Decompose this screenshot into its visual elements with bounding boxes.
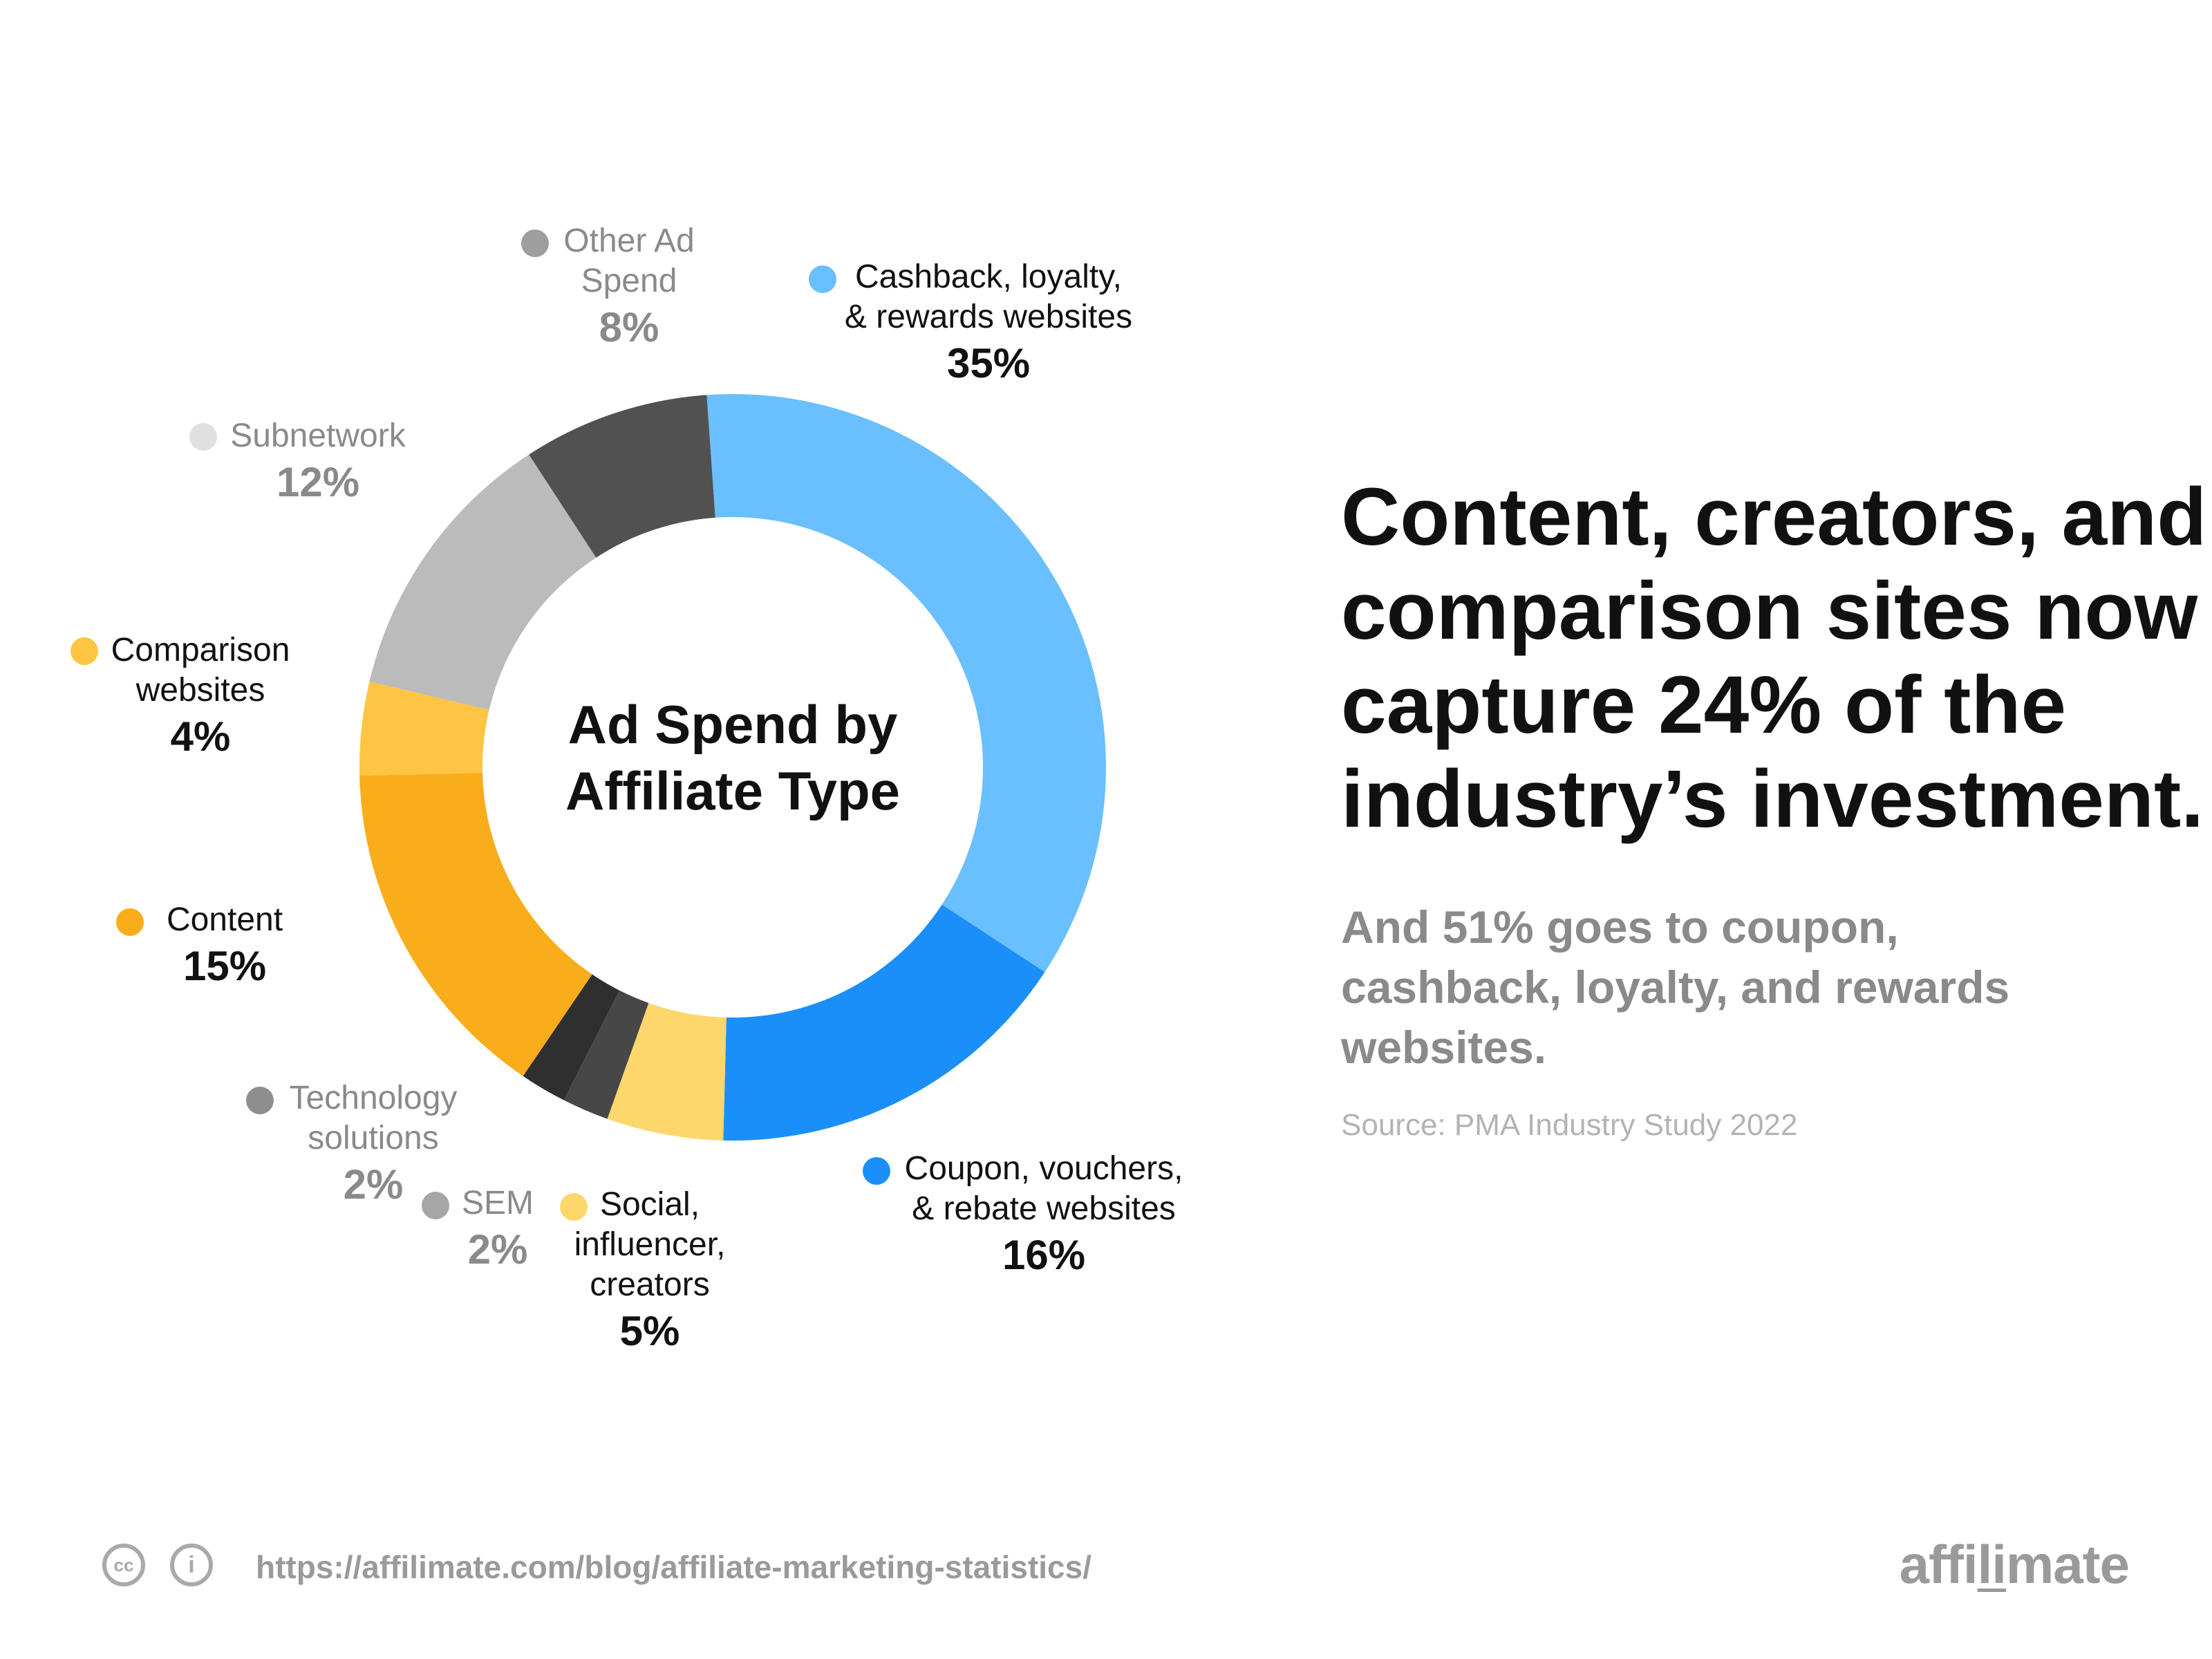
legend-cashback-name-line: Cashback, loyalty, (855, 259, 1122, 295)
attribution-icon: i (170, 1544, 213, 1586)
slice-comparison (359, 682, 489, 776)
legend-cashback-dot (809, 265, 836, 293)
legend-comparison: Comparison websites 4% (97, 630, 304, 763)
legend-coupon-value: 16% (1002, 1232, 1086, 1278)
subheadline-line-3: websites. (1341, 1022, 1547, 1073)
legend-technology-name-line: solutions (308, 1120, 439, 1156)
legend-subnetwork: Subnetwork 12% (214, 416, 422, 509)
legend-comparison-name-line: Comparison (111, 632, 290, 668)
subheadline: And 51% goes to coupon, cashback, loyalt… (1341, 897, 2171, 1078)
brand-part-1: affi (1899, 1534, 1978, 1595)
legend-technology-value: 2% (343, 1161, 404, 1208)
legend-comparison-dot (71, 637, 98, 665)
legend-social: Social, influencer, creators 5% (546, 1185, 753, 1358)
legend-other-name-line: Spend (581, 263, 677, 299)
legend-social-name-line: influencer, (574, 1226, 726, 1263)
legend-content-value: 15% (182, 943, 267, 989)
slice-social (607, 1002, 727, 1141)
cc-icon: cc (102, 1544, 145, 1586)
source-note: Source: PMA Industry Study 2022 (1341, 1108, 1798, 1142)
subheadline-line-2: cashback, loyalty, and rewards (1341, 962, 2010, 1013)
legend-technology: Technology solutions 2% (249, 1078, 498, 1211)
headline-line-3: capture 24% of the (1341, 659, 2067, 751)
legend-sem: SEM 2% (429, 1183, 567, 1276)
legend-social-name-line: creators (590, 1266, 710, 1303)
headline-line-2: comparison sites now (1341, 565, 2198, 657)
legend-subnetwork-dot (189, 423, 217, 451)
legend-social-name-line: Social, (599, 1186, 700, 1223)
legend-coupon: Coupon, vouchers, & rebate websites 16% (823, 1149, 1265, 1282)
legend-content: Content 15% (138, 900, 311, 993)
legend-other-value: 8% (599, 304, 659, 350)
legend-sem-dot (422, 1192, 449, 1219)
legend-cashback-value: 35% (946, 340, 1031, 386)
legend-subnetwork-name-line: Subnetwork (230, 418, 406, 454)
legend-comparison-name-line: websites (135, 672, 265, 709)
legend-comparison-value: 4% (170, 713, 231, 760)
slice-technology (523, 974, 620, 1100)
legend-other-dot (521, 229, 549, 257)
chart-title: Ad Spend by Affiliate Type (491, 691, 975, 824)
legend-technology-name-line: Technology (289, 1080, 458, 1116)
legend-coupon-name-line: Coupon, vouchers, (904, 1150, 1183, 1187)
slice-cashback (706, 394, 1106, 973)
legend-other-name-line: Other Ad (563, 223, 695, 259)
legend-coupon-name-line: & rebate websites (912, 1190, 1176, 1227)
legend-cashback-name-line: & rewards websites (844, 299, 1133, 335)
legend-coupon-dot (863, 1157, 890, 1185)
legend-sem-value: 2% (467, 1226, 528, 1273)
slice-sem (563, 990, 649, 1119)
brand-part-2: li (1977, 1534, 2007, 1595)
legend-content-dot (116, 908, 144, 936)
slice-subnetwork (369, 454, 597, 710)
legend-cashback: Cashback, loyalty, & rewards websites 35% (774, 257, 1203, 390)
legend-technology-dot (246, 1087, 274, 1114)
legend-social-value: 5% (619, 1308, 680, 1354)
headline-line-1: Content, creators, and (1341, 471, 2207, 563)
legend-other: Other Ad Spend 8% (532, 221, 726, 354)
legend-content-name-line: Content (166, 901, 283, 938)
slice-other (529, 395, 715, 558)
brand-part-3: mate (2005, 1534, 2130, 1595)
headline: Content, creators, and comparison sites … (1341, 470, 2207, 846)
chart-title-line-1: Ad Spend by (568, 694, 898, 755)
legend-social-dot (560, 1193, 588, 1221)
headline-line-4: industry’s investment. (1341, 753, 2204, 845)
brand-logo: affilimate (1899, 1533, 2130, 1596)
subheadline-line-1: And 51% goes to coupon, (1341, 901, 1899, 953)
legend-sem-name-line: SEM (461, 1185, 534, 1221)
footer-url-link[interactable]: https://affilimate.com/blog/affiliate-ma… (256, 1549, 1091, 1585)
chart-title-line-2: Affiliate Type (565, 760, 900, 821)
legend-subnetwork-value: 12% (276, 459, 360, 505)
slice-coupon (723, 904, 1045, 1141)
slice-content (359, 773, 592, 1076)
